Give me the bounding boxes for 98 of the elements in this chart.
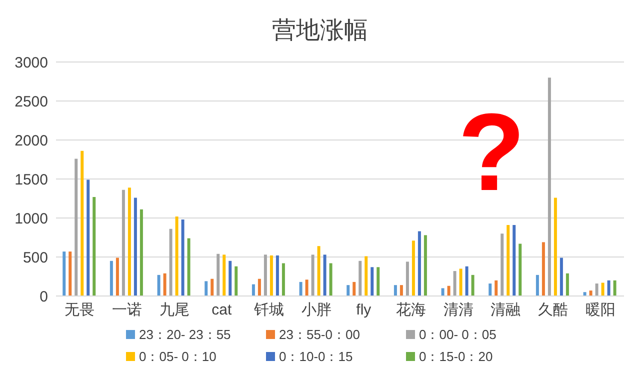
bar: [80, 150, 84, 296]
bar: [607, 280, 610, 296]
bar: [441, 288, 444, 296]
legend-label: 0：10-0：15: [278, 348, 354, 366]
bar: [406, 262, 409, 296]
bar: [589, 290, 592, 296]
bar: [323, 254, 326, 296]
bar: [252, 284, 255, 296]
legend-label: 0：00- 0：05: [418, 326, 498, 344]
x-tick-label: 一诺: [112, 302, 142, 319]
bar: [548, 78, 551, 296]
bar: [364, 256, 368, 296]
x-tick-label: 暖阳: [585, 302, 616, 319]
bar: [370, 267, 374, 296]
bar: [465, 266, 468, 296]
bar: [554, 198, 557, 296]
bar: [536, 274, 539, 296]
bar: [110, 260, 113, 296]
bar: [86, 180, 90, 296]
x-tick-label: 清融: [490, 302, 521, 319]
x-tick-label: 钎城: [253, 302, 284, 319]
bar: [447, 286, 450, 296]
bar: [216, 254, 220, 296]
bar: [258, 278, 261, 296]
bar: [329, 263, 332, 296]
annotation: ?: [458, 91, 526, 214]
bar: [140, 209, 143, 296]
x-tick-label: 久酷: [538, 302, 568, 319]
bar: [311, 254, 314, 296]
bar: [74, 158, 78, 296]
bar: [68, 252, 72, 296]
bar: [163, 273, 166, 296]
bar: [595, 284, 598, 296]
bar: [122, 190, 125, 296]
bar: [488, 284, 492, 296]
bar: [92, 196, 96, 296]
bar: [234, 266, 238, 296]
bar: [222, 254, 226, 296]
y-tick-label: 1000: [14, 210, 48, 228]
bar: [181, 220, 184, 296]
bar: [400, 285, 403, 296]
bar: [471, 274, 474, 296]
bar: [566, 273, 569, 296]
y-tick-label: 2000: [14, 132, 48, 150]
bar: [453, 271, 456, 296]
x-tick-label: cat: [212, 302, 232, 319]
x-tick-label: 九尾: [159, 302, 190, 319]
bar: [270, 255, 273, 296]
legend-label: 0：05- 0：10: [138, 348, 218, 366]
legend-label: 23：20- 23：55: [138, 326, 232, 344]
bar: [299, 282, 302, 296]
bar: [424, 235, 427, 296]
bar: [128, 188, 131, 296]
bar: [264, 254, 267, 296]
bar: [187, 238, 190, 296]
x-tick-label: fly: [356, 302, 372, 319]
y-tick-label: 1500: [14, 171, 48, 188]
x-tick-label: 清清: [443, 302, 474, 319]
legend-label: 0：15-0：20: [418, 348, 494, 366]
legend-label: 23：55-0：00: [278, 326, 361, 344]
bar: [506, 225, 510, 296]
bar: [134, 198, 137, 296]
bar: [276, 255, 279, 296]
bar: [346, 285, 350, 296]
x-tick-label: 无畏: [64, 302, 95, 319]
bar: [601, 282, 604, 296]
bar: [352, 282, 356, 296]
bar: [560, 258, 563, 296]
bar: [412, 240, 415, 296]
y-tick-label: 0: [40, 288, 48, 306]
bar: [512, 225, 516, 296]
bar: [282, 263, 285, 296]
y-tick-label: 3000: [14, 54, 48, 72]
bar: [494, 280, 498, 296]
bar: [358, 260, 362, 296]
bar: [500, 234, 504, 296]
bar: [418, 231, 421, 296]
y-tick-label: 2500: [14, 93, 48, 110]
x-tick-label: 花海: [396, 302, 426, 319]
bar: [169, 228, 172, 296]
bar: [210, 278, 214, 296]
bar: [376, 267, 380, 296]
bar: [204, 281, 208, 296]
bar: [317, 246, 320, 296]
bar: [459, 268, 462, 296]
bar: [542, 242, 545, 296]
y-tick-label: 500: [22, 249, 48, 266]
chart-title: 营地涨幅: [271, 16, 369, 46]
bar: [116, 258, 119, 296]
bar: [62, 252, 66, 296]
bar: [157, 274, 160, 296]
bar: [394, 285, 397, 296]
bar: [175, 216, 178, 296]
bar: [305, 280, 308, 296]
bar: [518, 244, 522, 296]
bar: [613, 280, 616, 296]
bar: [228, 260, 232, 296]
x-tick-label: 小胖: [301, 302, 332, 319]
